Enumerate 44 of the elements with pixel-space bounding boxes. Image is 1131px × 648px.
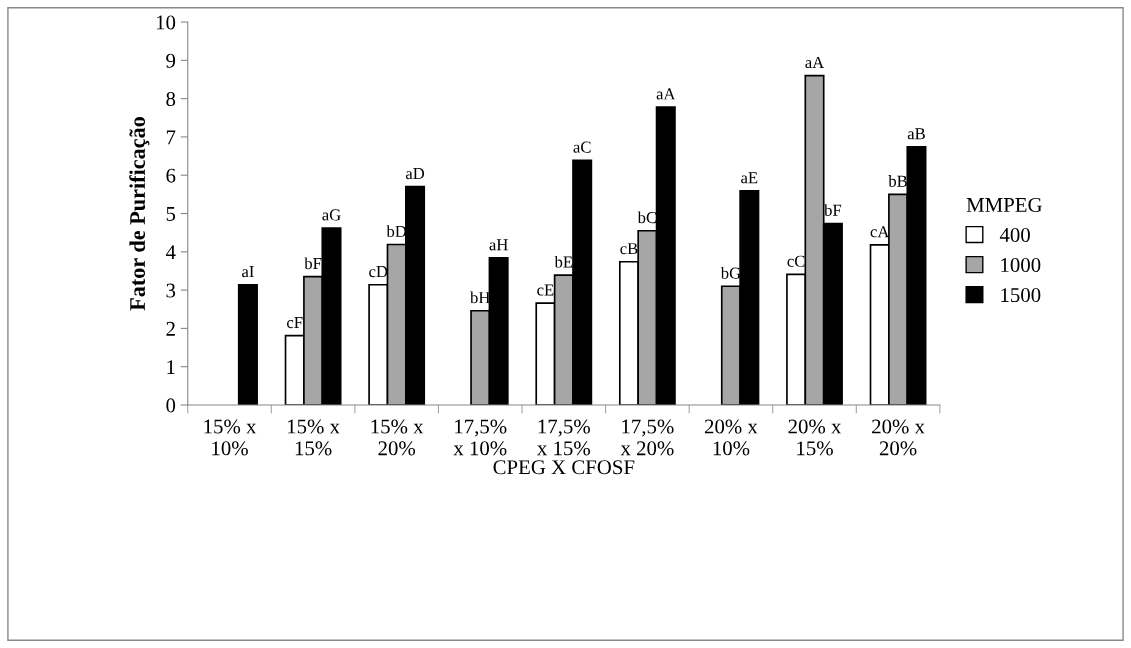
y-tick-label: 6 bbox=[166, 168, 176, 183]
y-tick-label: 0 bbox=[166, 398, 176, 413]
y-tick-label: 2 bbox=[166, 321, 175, 336]
x-tick-label: 20% x 10% bbox=[704, 419, 758, 456]
data-label: aA bbox=[656, 88, 676, 100]
y-tick-label: 4 bbox=[165, 245, 176, 260]
data-label: aI bbox=[242, 266, 254, 278]
legend-label: 400 bbox=[999, 227, 1030, 242]
legend-title: MMPEG bbox=[966, 197, 1042, 212]
data-label: cF bbox=[287, 317, 303, 329]
data-label: cC bbox=[787, 255, 805, 267]
x-tick-label: 15% x 15% bbox=[288, 419, 340, 456]
data-label: bF bbox=[824, 204, 842, 216]
legend-label: 1000 bbox=[1001, 258, 1041, 273]
data-label: aA bbox=[805, 56, 825, 69]
x-tick-label: 15% x 10% bbox=[204, 419, 257, 456]
y-axis-title: Fator de Purificação bbox=[129, 117, 150, 311]
data-label: cD bbox=[369, 266, 388, 278]
y-tick-label: 3 bbox=[166, 283, 176, 298]
x-axis-title: CPEG X CFOSF bbox=[493, 460, 635, 475]
data-label: aD bbox=[405, 168, 425, 180]
y-tick-label: 5 bbox=[166, 207, 176, 221]
y-tick-label: 7 bbox=[166, 130, 176, 145]
y-tick-label: 10 bbox=[156, 15, 176, 30]
y-tick-label: 9 bbox=[166, 53, 176, 68]
data-label: bH bbox=[470, 291, 490, 304]
x-tick-label: 17,5% x 15% bbox=[537, 419, 590, 456]
x-tick-label: 15% x 20% bbox=[371, 419, 424, 456]
x-tick-label: 20% x 20% bbox=[872, 419, 925, 456]
data-label: cE bbox=[537, 284, 554, 296]
x-tick-label: 20% x 15% bbox=[788, 419, 842, 456]
legend-label: 1500 bbox=[1001, 288, 1041, 303]
data-label: bF bbox=[304, 257, 322, 270]
x-tick-label: 17,5% x 20% bbox=[620, 419, 674, 456]
y-tick-label: 1 bbox=[167, 360, 175, 374]
data-label: aC bbox=[573, 141, 591, 153]
bar bbox=[237, 283, 258, 405]
data-label: aH bbox=[489, 239, 508, 251]
data-label: bC bbox=[637, 211, 657, 224]
data-label: aB bbox=[907, 128, 925, 140]
y-tick-label: 8 bbox=[166, 92, 176, 107]
data-label: aG bbox=[322, 209, 341, 221]
data-label: aE bbox=[741, 172, 758, 184]
x-tick-label: 17,5% x 10% bbox=[453, 419, 507, 456]
